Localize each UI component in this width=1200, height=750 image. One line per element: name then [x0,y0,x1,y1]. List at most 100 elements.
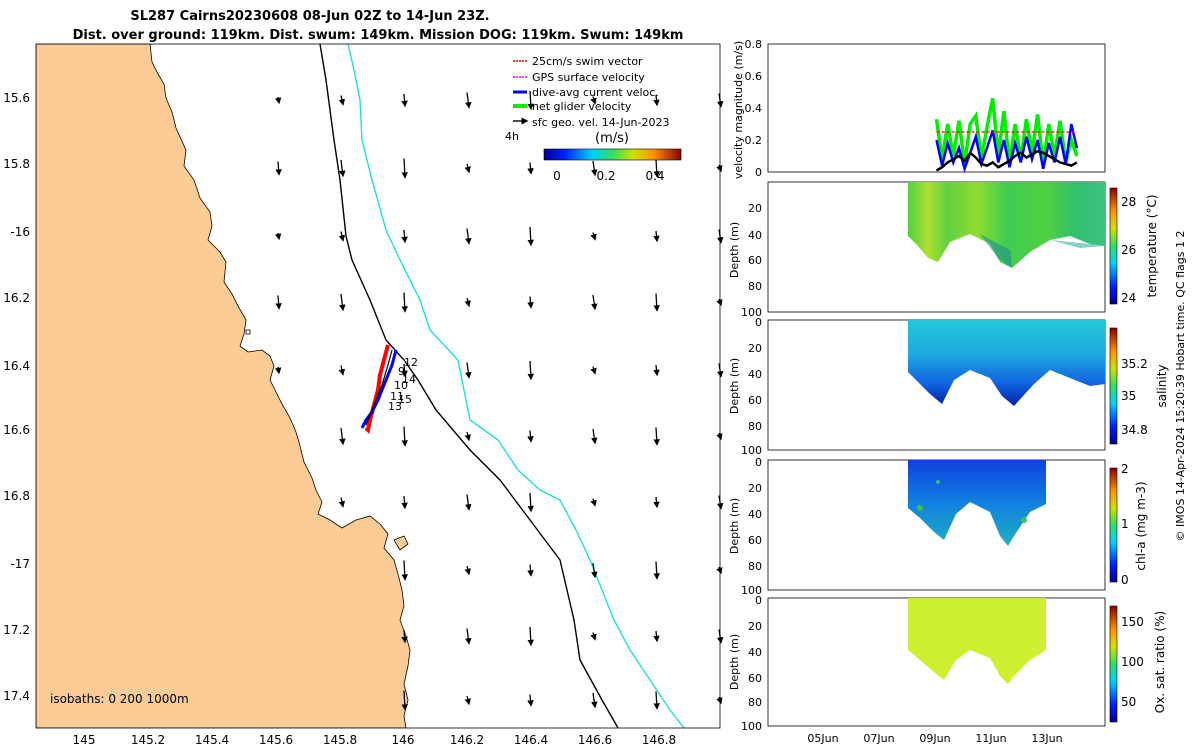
vel-ylabel: velocity magnitude (m/s) [732,41,745,179]
chla-high-spot [1021,517,1027,523]
geo-arrow [653,94,660,107]
colorbar-tick-1: 0.2 [596,169,615,183]
map-xtick-146.8: 146.8 [642,733,676,747]
track-blue [360,349,398,429]
map-ytick-16.6: 16.6 [3,423,30,437]
geo-arrow [465,628,472,645]
geo-arrow [653,691,660,710]
isobath-1000m [347,44,685,728]
ox-cbtick-100: 100 [1121,655,1144,669]
geo-arrow [527,226,534,247]
chla-high-spot [936,480,940,484]
isobaths-label: isobaths: 0 200 1000m [50,692,189,706]
chl-ytick-0: 0 [755,456,762,469]
geo-arrow [464,565,471,576]
track-red [364,344,390,435]
geo-arrow [591,160,598,177]
colorbar-tick-2: 0.4 [645,169,664,183]
sal-cbtick-35: 35 [1121,389,1136,403]
sal-ytick-100: 100 [741,444,762,457]
vel-ytick-0.4: 0.4 [745,102,763,115]
chla-section [908,460,1046,546]
geo-arrow [653,159,660,178]
geo-arrow [590,96,597,105]
map-ytick-16.2: 16.2 [3,291,30,305]
geo-arrow [653,561,660,580]
time-tick-11jun: 11Jun [975,732,1006,745]
geo-arrow [465,362,472,379]
time-tick-05jun: 05Jun [807,732,838,745]
ox-cbtick-50: 50 [1121,695,1136,709]
vel-ytick-0.6: 0.6 [745,70,763,83]
map-ytick-17: -17 [10,557,30,571]
geo-arrow [591,294,598,311]
geo-arrow [464,297,471,308]
geo-arrow [527,430,534,443]
day-label-10: 10 [394,379,408,392]
velocity-frame [767,43,1106,173]
temp-ytick-20: 20 [748,202,762,215]
geo-arrow [591,428,598,445]
geo-arrow [465,92,472,109]
velocity-series-2 [935,149,1078,172]
geo-arrow [339,427,346,446]
map-xtick-145.6: 145.6 [259,733,293,747]
map-ytick-16.4: 16.4 [3,359,30,373]
oxygen-panel: 0 20 40 60 80 100 Depth (m) 150 100 50 O… [728,594,1167,745]
map-x-axis: 145 145.2 145.4 145.6 145.8 146 146.2 14… [73,733,677,747]
map-xtick-145: 145 [73,733,96,747]
map-xtick-146: 146 [392,733,415,747]
geo-arrow [274,96,282,105]
geo-arrow [338,365,346,376]
sal-ytick-0: 0 [755,316,762,329]
sal-ylabel: Depth (m) [728,358,741,414]
ox-ytick-40: 40 [748,646,762,659]
geo-arrow [275,161,282,176]
geo-arrow [590,498,597,507]
geo-arrow [338,497,346,508]
sal-cblabel: salinity [1155,364,1169,407]
geo-arrow [401,629,408,644]
chl-ytick-60: 60 [748,534,762,547]
sal-cbtick-35.2: 35.2 [1121,357,1148,371]
geo-arrow [590,232,597,241]
temp-ytick-40: 40 [748,229,762,242]
geo-arrow [401,560,408,581]
ox-ytick-60: 60 [748,672,762,685]
temperature-section [908,182,1105,268]
geo-arrow [401,690,408,711]
temp-ylabel: Depth (m) [728,222,741,278]
footer-credit: © IMOS 14-Apr-2024 15:20:39 Hobart time.… [1174,231,1187,542]
chl-cbtick-1: 1 [1121,517,1129,531]
temp-ytick-80: 80 [748,280,762,293]
geo-arrow [465,494,472,511]
legend-dive: dive-avg current veloc. [532,86,659,99]
map-legend: 25cm/s swim vector GPS surface velocity … [505,55,682,183]
geo-arrow [339,293,346,312]
geo-arrow [401,426,408,447]
geo-arrow [527,162,534,175]
day-label-14: 14 [402,373,416,386]
sal-ytick-20: 20 [748,342,762,355]
chl-ytick-80: 80 [748,560,762,573]
title-line-2: Dist. over ground: 119km. Dist. swum: 14… [73,28,684,43]
geo-arrow [464,695,471,706]
speed-colorbar [543,148,682,161]
vel-ytick-0.8: 0.8 [745,38,763,51]
legend-gps: GPS surface velocity [532,71,645,84]
title-line-1: SL287 Cairns20230608 08-Jun 02Z to 14-Ju… [130,9,489,24]
map-ytick-15.6: 15.6 [3,91,30,105]
chl-colorbar [1109,467,1118,583]
map-panel: 12 9 14 10 11 13 15 25cm/s swim vector G… [35,43,724,729]
geo-arrow [401,292,408,313]
time-tick-13jun: 13Jun [1031,732,1062,745]
geo-arrow [653,364,660,377]
geo-arrow [527,296,534,309]
vel-ytick-0.2: 0.2 [745,134,763,147]
temp-cbtick-26: 26 [1121,243,1136,257]
map-xtick-145.2: 145.2 [131,733,165,747]
chl-ytick-20: 20 [748,482,762,495]
temp-cbtick-24: 24 [1121,291,1136,305]
geo-arrow [338,231,346,242]
